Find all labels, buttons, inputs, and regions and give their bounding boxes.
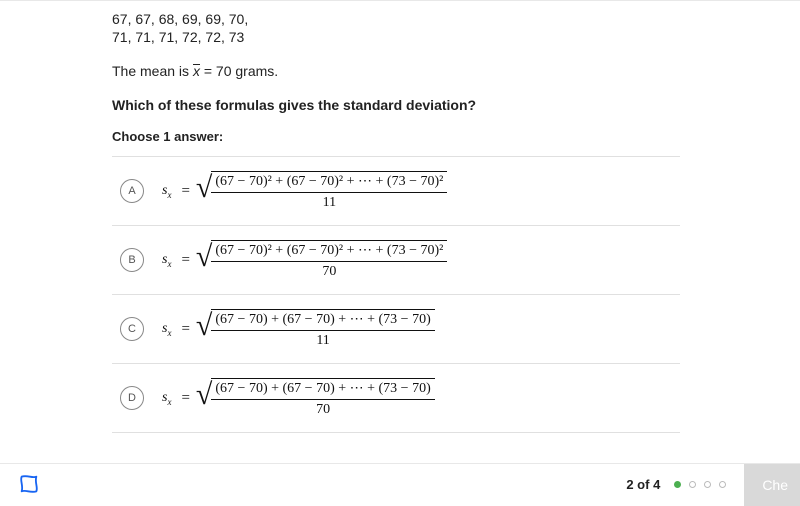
data-values-line-2: 71, 71, 71, 72, 72, 73: [112, 29, 680, 45]
sx-symbol: sx: [162, 390, 171, 407]
question-content: 67, 67, 68, 69, 69, 70, 71, 71, 71, 72, …: [0, 1, 680, 433]
mean-suffix: grams.: [231, 63, 278, 79]
option-b[interactable]: B sx = √ (67 − 70)² + (67 − 70)² + ⋯ + (…: [112, 226, 680, 295]
numerator-d: (67 − 70) + (67 − 70) + ⋯ + (73 − 70): [211, 379, 434, 400]
progress-text: 2 of 4: [626, 477, 660, 492]
formula-d: sx = √ (67 − 70) + (67 − 70) + ⋯ + (73 −…: [162, 378, 435, 418]
formula-a: sx = √ (67 − 70)² + (67 − 70)² + ⋯ + (73…: [162, 171, 447, 211]
equals-sign: =: [181, 390, 189, 407]
dot-1: [674, 481, 681, 488]
formula-b: sx = √ (67 − 70)² + (67 − 70)² + ⋯ + (73…: [162, 240, 447, 280]
sqrt-d: √ (67 − 70) + (67 − 70) + ⋯ + (73 − 70) …: [196, 378, 435, 418]
check-button[interactable]: Che: [744, 464, 800, 506]
radio-c[interactable]: C: [120, 317, 144, 341]
khan-logo-icon: [18, 473, 40, 495]
numerator-c: (67 − 70) + (67 − 70) + ⋯ + (73 − 70): [211, 310, 434, 331]
progress-dots: [674, 481, 726, 488]
question-text: Which of these formulas gives the standa…: [112, 97, 680, 113]
option-c[interactable]: C sx = √ (67 − 70) + (67 − 70) + ⋯ + (73…: [112, 295, 680, 364]
sx-symbol: sx: [162, 321, 171, 338]
mean-prefix: The mean is: [112, 63, 193, 79]
radio-b[interactable]: B: [120, 248, 144, 272]
equals-sign: =: [181, 321, 189, 338]
radio-d[interactable]: D: [120, 386, 144, 410]
equals-sign: =: [181, 252, 189, 269]
xbar-symbol: x: [193, 63, 200, 79]
sqrt-a: √ (67 − 70)² + (67 − 70)² + ⋯ + (73 − 70…: [196, 171, 447, 211]
radical-icon: √: [196, 240, 212, 280]
denominator-c: 11: [316, 331, 329, 349]
mean-value: 70: [216, 63, 232, 79]
answer-options: A sx = √ (67 − 70)² + (67 − 70)² + ⋯ + (…: [112, 156, 680, 433]
mean-statement: The mean is x = 70 grams.: [112, 63, 680, 79]
dot-2: [689, 481, 696, 488]
option-d[interactable]: D sx = √ (67 − 70) + (67 − 70) + ⋯ + (73…: [112, 364, 680, 433]
sx-symbol: sx: [162, 252, 171, 269]
equals-sign: =: [181, 183, 189, 200]
denominator-d: 70: [316, 400, 330, 418]
footer-bar: 2 of 4 Che: [0, 463, 800, 505]
radical-icon: √: [196, 378, 212, 418]
numerator-a: (67 − 70)² + (67 − 70)² + ⋯ + (73 − 70)²: [211, 172, 447, 193]
sqrt-c: √ (67 − 70) + (67 − 70) + ⋯ + (73 − 70) …: [196, 309, 435, 349]
dot-4: [719, 481, 726, 488]
data-values-line-1: 67, 67, 68, 69, 69, 70,: [112, 11, 680, 27]
formula-c: sx = √ (67 − 70) + (67 − 70) + ⋯ + (73 −…: [162, 309, 435, 349]
mean-eq: =: [200, 63, 216, 79]
denominator-b: 70: [322, 262, 336, 280]
sqrt-b: √ (67 − 70)² + (67 − 70)² + ⋯ + (73 − 70…: [196, 240, 447, 280]
option-a[interactable]: A sx = √ (67 − 70)² + (67 − 70)² + ⋯ + (…: [112, 157, 680, 226]
radical-icon: √: [196, 309, 212, 349]
dot-3: [704, 481, 711, 488]
sx-symbol: sx: [162, 183, 171, 200]
numerator-b: (67 − 70)² + (67 − 70)² + ⋯ + (73 − 70)²: [211, 241, 447, 262]
radio-a[interactable]: A: [120, 179, 144, 203]
choose-label: Choose 1 answer:: [112, 129, 680, 144]
denominator-a: 11: [323, 193, 336, 211]
radical-icon: √: [196, 171, 212, 211]
